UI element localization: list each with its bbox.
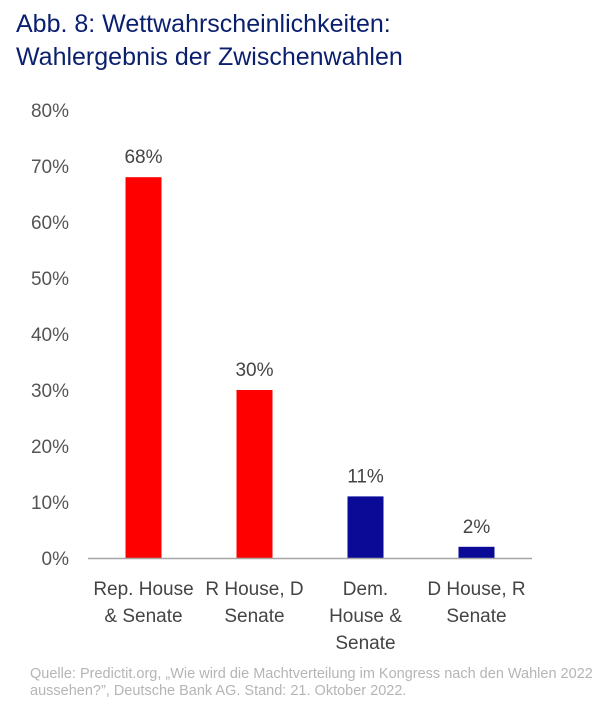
x-tick-label: D House, R [427,579,525,600]
x-tick-label: Senate [335,633,395,654]
y-tick-label: 30% [31,381,69,402]
bar-chart: 0% 10% 20% 30% 40% 50% 60% 70% 80% 68% Rep. House &… [31,101,532,654]
y-tick-label: 10% [31,493,69,514]
chart-title: Abb. 8: Wettwahrscheinlichkeiten: Wahler… [16,8,596,74]
y-tick-label: 50% [31,269,69,290]
x-tick-label: Senate [446,606,506,627]
data-label: 68% [124,147,162,168]
y-tick-label: 60% [31,213,69,234]
x-tick-label: R House, D [205,579,303,600]
y-tick-label: 40% [31,325,69,346]
data-label: 11% [347,466,384,487]
y-tick-label: 80% [31,101,69,122]
chart-title-line-1: Abb. 8: Wettwahrscheinlichkeiten: [16,10,391,38]
bar [347,496,384,558]
bar [236,390,273,558]
source-note: Quelle: Predictit.org, „Wie wird die Mac… [30,666,593,699]
data-label: 30% [235,360,273,381]
chart-title-line-2: Wahlergebnis der Zwischenwahlen [16,43,403,71]
data-label: 2% [463,517,491,538]
bar [125,177,162,558]
y-tick-label: 20% [31,437,69,458]
y-tick-label: 0% [42,549,70,570]
x-tick-label: & Senate [104,606,182,627]
x-tick-label: Dem. [343,579,388,600]
x-tick-label: Senate [224,606,284,627]
bar [458,546,495,558]
x-tick-label: Rep. House [93,579,193,600]
x-tick-label: House & [329,606,402,627]
y-tick-label: 70% [31,157,69,178]
